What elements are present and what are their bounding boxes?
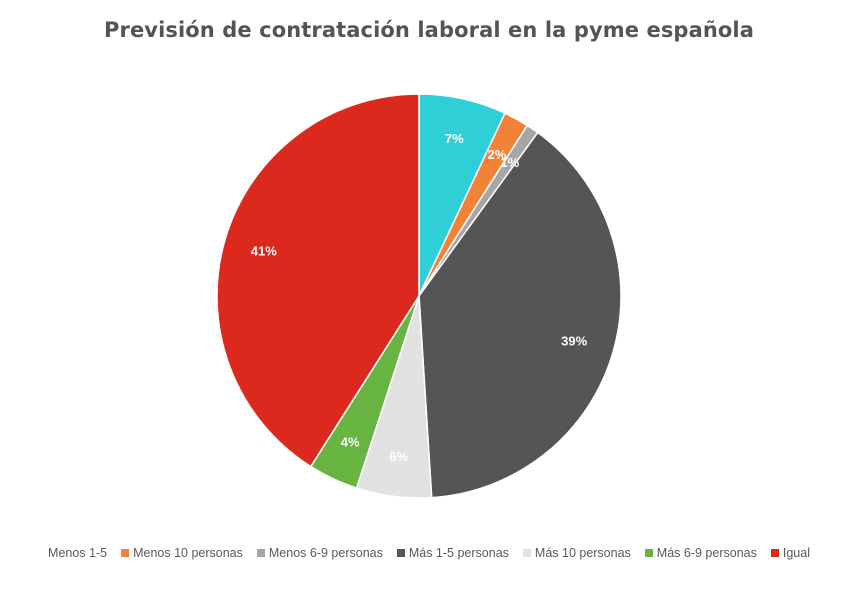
legend-swatch-7 — [770, 549, 779, 557]
legend-item-1: Menos 1-5 — [48, 546, 107, 560]
pie-slice-7 — [216, 93, 420, 468]
legend-label-1: Menos 1-5 — [48, 546, 108, 560]
legend-label-4: Más 1-5 personas — [408, 546, 509, 560]
data-label-1: 7% — [445, 131, 464, 146]
legend-item-2: Menos 10 personas — [121, 546, 243, 560]
legend-swatch-2 — [121, 549, 130, 557]
legend: Menos 1-5 Menos 10 personas Menos 6-9 pers… — [0, 546, 858, 560]
legend-swatch-4 — [396, 549, 405, 557]
legend-item-7: Igual — [770, 546, 810, 560]
data-label-7: 41% — [251, 243, 277, 258]
legend-item-6: Más 6-9 personas — [644, 546, 757, 560]
pie-slice-4 — [418, 131, 622, 499]
legend-label-6: Más 6-9 personas — [656, 546, 757, 560]
data-label-5: 6% — [389, 449, 408, 464]
data-label-2: 2% — [488, 147, 507, 162]
legend-swatch-3 — [256, 549, 265, 557]
data-label-4: 39% — [561, 334, 587, 349]
legend-item-3: Menos 6-9 personas — [256, 546, 383, 560]
legend-label-7: Igual — [782, 546, 810, 560]
legend-swatch-5 — [522, 549, 531, 557]
legend-item-5: Más 10 personas — [522, 546, 631, 560]
legend-label-2: Menos 10 personas — [133, 546, 243, 560]
legend-label-5: Más 10 personas — [534, 546, 631, 560]
data-label-3: 1% — [500, 155, 519, 170]
data-label-6: 4% — [341, 435, 360, 450]
legend-swatch-6 — [644, 549, 653, 557]
chart-title: Previsión de contratación laboral en la … — [104, 18, 754, 42]
legend-label-3: Menos 6-9 personas — [268, 546, 383, 560]
legend-item-4: Más 1-5 personas — [396, 546, 509, 560]
